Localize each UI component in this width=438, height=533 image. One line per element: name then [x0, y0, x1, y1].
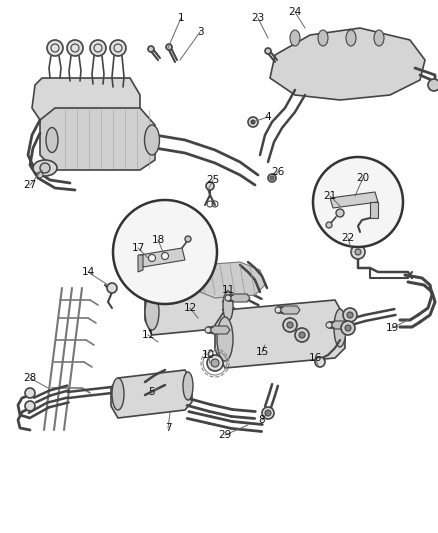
- Circle shape: [267, 174, 276, 182]
- Circle shape: [312, 157, 402, 247]
- Circle shape: [298, 332, 304, 338]
- Text: 4: 4: [264, 112, 271, 122]
- Text: 14: 14: [81, 267, 95, 277]
- Circle shape: [294, 328, 308, 342]
- Text: 5: 5: [148, 387, 155, 397]
- Circle shape: [342, 308, 356, 322]
- Circle shape: [314, 357, 324, 367]
- Circle shape: [261, 407, 273, 419]
- Circle shape: [274, 307, 280, 313]
- Text: 16: 16: [307, 353, 321, 363]
- Circle shape: [340, 321, 354, 335]
- Polygon shape: [215, 300, 344, 368]
- Ellipse shape: [317, 30, 327, 46]
- Circle shape: [47, 40, 63, 56]
- Circle shape: [251, 120, 254, 124]
- Polygon shape: [269, 28, 424, 100]
- Ellipse shape: [345, 30, 355, 46]
- Circle shape: [148, 46, 154, 52]
- Text: 1: 1: [177, 13, 184, 23]
- Circle shape: [247, 117, 258, 127]
- Ellipse shape: [333, 309, 345, 347]
- Polygon shape: [138, 255, 143, 272]
- Circle shape: [350, 245, 364, 259]
- Text: 23: 23: [251, 13, 264, 23]
- Text: 27: 27: [23, 180, 36, 190]
- Ellipse shape: [216, 317, 233, 361]
- Polygon shape: [330, 321, 348, 329]
- Polygon shape: [191, 262, 265, 298]
- Circle shape: [25, 388, 35, 398]
- Circle shape: [335, 209, 343, 217]
- Circle shape: [107, 283, 117, 293]
- Circle shape: [25, 401, 35, 411]
- Text: 3: 3: [196, 27, 203, 37]
- Text: 24: 24: [288, 7, 301, 17]
- Polygon shape: [209, 326, 230, 334]
- Circle shape: [184, 236, 191, 242]
- Circle shape: [269, 176, 273, 180]
- Ellipse shape: [112, 378, 124, 410]
- Circle shape: [110, 40, 126, 56]
- Text: 10: 10: [201, 350, 214, 360]
- Polygon shape: [230, 294, 249, 302]
- Polygon shape: [111, 370, 191, 418]
- Circle shape: [205, 327, 211, 333]
- Text: 11: 11: [141, 330, 154, 340]
- Text: 19: 19: [385, 323, 398, 333]
- Text: 20: 20: [356, 173, 369, 183]
- Circle shape: [207, 355, 223, 371]
- Text: 25: 25: [206, 175, 219, 185]
- Circle shape: [283, 318, 297, 332]
- Polygon shape: [329, 192, 377, 208]
- Text: 15: 15: [255, 347, 268, 357]
- Ellipse shape: [223, 291, 233, 321]
- Circle shape: [265, 48, 270, 54]
- Polygon shape: [40, 108, 155, 170]
- Circle shape: [427, 79, 438, 91]
- Ellipse shape: [144, 125, 159, 155]
- Circle shape: [354, 249, 360, 255]
- Ellipse shape: [373, 30, 383, 46]
- Text: 17: 17: [131, 243, 144, 253]
- Circle shape: [325, 222, 331, 228]
- Ellipse shape: [145, 294, 159, 330]
- Polygon shape: [369, 202, 377, 218]
- Circle shape: [40, 163, 50, 173]
- Text: 8: 8: [258, 415, 265, 425]
- Text: 26: 26: [271, 167, 284, 177]
- Text: 12: 12: [183, 303, 196, 313]
- Text: 11: 11: [221, 285, 234, 295]
- Ellipse shape: [46, 127, 58, 152]
- Polygon shape: [279, 306, 299, 314]
- Polygon shape: [140, 248, 184, 267]
- Circle shape: [265, 410, 270, 416]
- Text: 22: 22: [341, 233, 354, 243]
- Circle shape: [325, 322, 331, 328]
- Circle shape: [225, 295, 230, 301]
- Circle shape: [37, 172, 43, 178]
- Circle shape: [67, 40, 83, 56]
- Polygon shape: [32, 78, 140, 125]
- Circle shape: [148, 254, 155, 262]
- Text: 7: 7: [164, 423, 171, 433]
- Circle shape: [286, 322, 292, 328]
- Ellipse shape: [290, 30, 299, 46]
- Polygon shape: [145, 283, 231, 335]
- Ellipse shape: [33, 160, 57, 176]
- Circle shape: [346, 312, 352, 318]
- Circle shape: [161, 253, 168, 260]
- Text: 21: 21: [323, 191, 336, 201]
- Circle shape: [166, 44, 172, 50]
- Circle shape: [90, 40, 106, 56]
- Ellipse shape: [183, 372, 193, 400]
- Text: 29: 29: [218, 430, 231, 440]
- Circle shape: [113, 200, 216, 304]
- Text: 18: 18: [151, 235, 164, 245]
- Text: 28: 28: [23, 373, 36, 383]
- Circle shape: [205, 182, 213, 190]
- Circle shape: [344, 325, 350, 331]
- Circle shape: [211, 359, 219, 367]
